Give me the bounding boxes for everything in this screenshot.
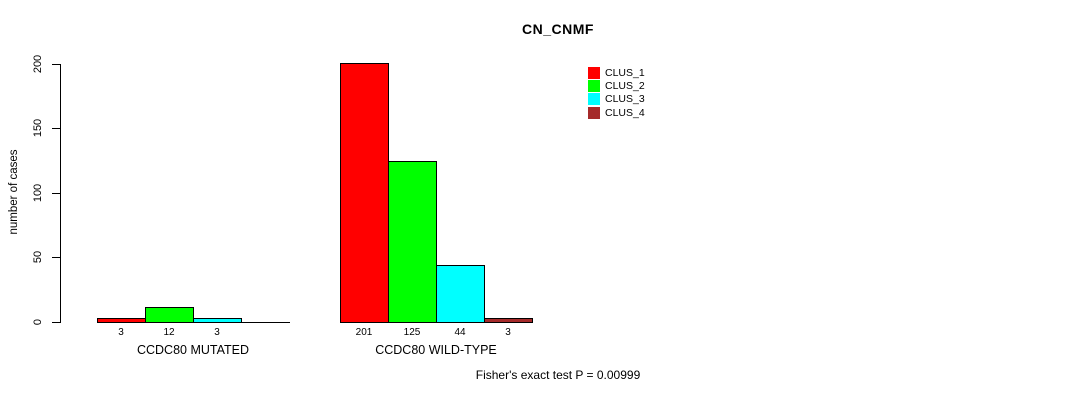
- y-axis-tick: [52, 64, 60, 65]
- bar-value-label: 201: [355, 327, 373, 338]
- y-axis-line: [60, 64, 61, 323]
- legend-swatch-icon: [588, 66, 600, 79]
- legend-label: CLUS_2: [605, 80, 645, 93]
- bar-value-label: 3: [505, 327, 511, 338]
- y-axis-tick-label: 200: [32, 54, 44, 74]
- chart-title: CN_CNMF: [522, 21, 594, 37]
- group-label: CCDC80 WILD-TYPE: [375, 343, 497, 357]
- legend-item-clus_3: CLUS_3: [588, 93, 645, 106]
- legend: CLUS_1 CLUS_2 CLUS_3 CLUS_4: [588, 66, 645, 120]
- bar-clus_1: [340, 63, 389, 323]
- legend-item-clus_4: CLUS_4: [588, 106, 645, 119]
- bar-value-label: 3: [118, 327, 124, 338]
- legend-swatch-icon: [588, 106, 600, 119]
- legend-item-clus_1: CLUS_1: [588, 66, 645, 79]
- y-axis-tick: [52, 128, 60, 129]
- bar-value-label: 12: [163, 327, 175, 338]
- legend-label: CLUS_4: [605, 106, 645, 119]
- y-axis-tick: [52, 193, 60, 194]
- y-axis-tick: [52, 322, 60, 323]
- bar-clus_2: [388, 161, 437, 323]
- group-label: CCDC80 MUTATED: [136, 343, 250, 357]
- bar-clus_1: [97, 318, 146, 323]
- y-axis-tick: [52, 257, 60, 258]
- bar-value-label: 44: [454, 327, 466, 338]
- y-axis-tick-label: 0: [32, 318, 44, 326]
- legend-label: CLUS_3: [605, 93, 645, 106]
- bar-value-label: 3: [214, 327, 220, 338]
- y-axis-tick-label: 50: [32, 250, 44, 264]
- y-axis-tick-label: 150: [32, 118, 44, 138]
- y-axis-tick-label: 100: [32, 183, 44, 203]
- legend-swatch-icon: [588, 80, 600, 93]
- y-axis-label: number of cases: [8, 149, 20, 235]
- legend-item-clus_2: CLUS_2: [588, 79, 645, 93]
- bar-value-label: 125: [403, 327, 421, 338]
- bar-clus_3: [193, 318, 242, 323]
- bar-clus_3: [436, 265, 485, 323]
- bar-clus_4: [484, 318, 533, 323]
- bar-clus_2: [145, 307, 194, 323]
- fisher-test-annotation: Fisher's exact test P = 0.00999: [475, 368, 641, 382]
- legend-swatch-icon: [588, 93, 600, 106]
- legend-label: CLUS_1: [605, 66, 645, 79]
